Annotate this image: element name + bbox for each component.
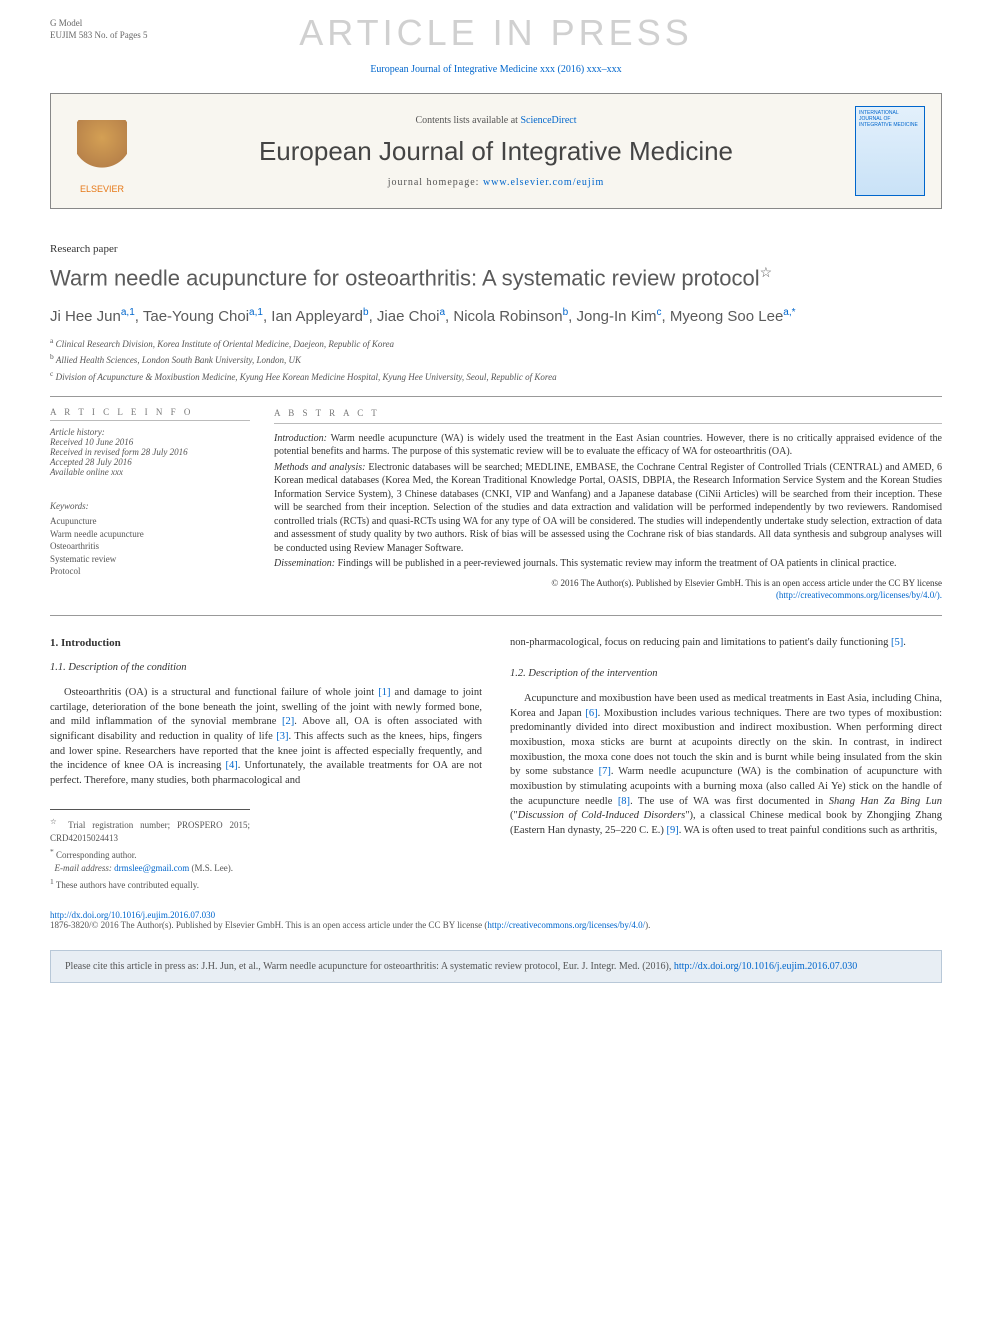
cc-link-footer[interactable]: http://creativecommons.org/licenses/by/4… xyxy=(487,920,645,930)
affiliations: a Clinical Research Division, Korea Inst… xyxy=(50,335,942,398)
footnotes: ☆ Trial registration number; PROSPERO 20… xyxy=(50,809,250,893)
paper-type: Research paper xyxy=(50,243,942,255)
online-date: Available online xxx xyxy=(50,467,250,477)
abstract-methods: Methods and analysis: Electronic databas… xyxy=(274,461,942,556)
article-info-heading: A R T I C L E I N F O xyxy=(50,407,250,421)
title-footnote-star: ☆ xyxy=(760,264,773,280)
keyword: Warm needle acupuncture xyxy=(50,528,250,541)
abstract-heading: A B S T R A C T xyxy=(274,407,942,423)
journal-title: European Journal of Integrative Medicine xyxy=(137,136,855,167)
email-link[interactable]: drmslee@gmail.com xyxy=(114,863,189,873)
abstract-intro: Introduction: Warm needle acupuncture (W… xyxy=(274,432,942,459)
paper-title: Warm needle acupuncture for osteoarthrit… xyxy=(50,263,942,293)
elsevier-logo: ELSEVIER xyxy=(67,109,137,194)
gmodel-pages: EUJIM 583 No. of Pages 5 xyxy=(50,30,148,40)
left-column: 1. Introduction 1.1. Description of the … xyxy=(50,636,482,892)
homepage-link[interactable]: www.elsevier.com/eujim xyxy=(483,177,604,188)
keyword: Protocol xyxy=(50,565,250,578)
journal-header-box: ELSEVIER Contents lists available at Sci… xyxy=(50,93,942,209)
article-info-column: A R T I C L E I N F O Article history: R… xyxy=(50,407,250,600)
section-1-1-heading: 1.1. Description of the condition xyxy=(50,661,482,676)
accepted-date: Accepted 28 July 2016 xyxy=(50,457,250,467)
page: G Model EUJIM 583 No. of Pages 5 ARTICLE… xyxy=(0,0,992,1323)
article-history: Article history: Received 10 June 2016 R… xyxy=(50,427,250,477)
sciencedirect-link[interactable]: ScienceDirect xyxy=(520,115,576,126)
title-text: Warm needle acupuncture for osteoarthrit… xyxy=(50,265,760,290)
corresponding-author: * Corresponding author. xyxy=(50,846,250,863)
received-date: Received 10 June 2016 xyxy=(50,437,250,447)
journal-homepage: journal homepage: www.elsevier.com/eujim xyxy=(137,177,855,188)
trial-registration: ☆ Trial registration number; PROSPERO 20… xyxy=(50,816,250,846)
article-in-press-watermark: ARTICLE IN PRESS xyxy=(299,12,692,54)
cc-license-link[interactable]: (http://creativecommons.org/licenses/by/… xyxy=(776,590,942,600)
cite-doi-link[interactable]: http://dx.doi.org/10.1016/j.eujim.2016.0… xyxy=(674,961,857,972)
contents-line: Contents lists available at ScienceDirec… xyxy=(137,115,855,126)
right-column: non-pharmacological, focus on reducing p… xyxy=(510,636,942,892)
main-text-columns: 1. Introduction 1.1. Description of the … xyxy=(50,636,942,892)
email-line: E-mail address: drmslee@gmail.com (M.S. … xyxy=(50,862,250,876)
authors-list: Ji Hee Juna,1, Tae-Young Choia,1, Ian Ap… xyxy=(50,307,942,325)
journal-center: Contents lists available at ScienceDirec… xyxy=(137,115,855,188)
kw-divider xyxy=(50,491,250,494)
elsevier-text: ELSEVIER xyxy=(80,184,124,194)
abstract-dissemination: Dissemination: Findings will be publishe… xyxy=(274,557,942,571)
history-label: Article history: xyxy=(50,427,250,437)
issn-copyright: 1876-3820/© 2016 The Author(s). Publishe… xyxy=(50,920,487,930)
article-body: Research paper Warm needle acupuncture f… xyxy=(0,219,992,902)
equal-contribution: 1 These authors have contributed equally… xyxy=(50,876,250,893)
section-1-heading: 1. Introduction xyxy=(50,636,482,651)
abstract-column: A B S T R A C T Introduction: Warm needl… xyxy=(274,407,942,600)
doi-block: http://dx.doi.org/10.1016/j.eujim.2016.0… xyxy=(0,902,992,936)
elsevier-tree-icon xyxy=(77,120,127,180)
keywords-label: Keywords: xyxy=(50,500,250,513)
journal-cover-thumbnail: INTERNATIONAL JOURNAL OF INTEGRATIVE MED… xyxy=(855,106,925,196)
affiliation-c: c Division of Acupuncture & Moxibustion … xyxy=(50,368,942,385)
cite-text: Please cite this article in press as: J.… xyxy=(65,961,674,972)
info-abstract-row: A R T I C L E I N F O Article history: R… xyxy=(50,407,942,615)
abstract-copyright: © 2016 The Author(s). Published by Elsev… xyxy=(274,577,942,601)
paragraph-2-continuation: non-pharmacological, focus on reducing p… xyxy=(510,636,942,651)
affiliation-a: a Clinical Research Division, Korea Inst… xyxy=(50,335,942,352)
section-1-2-heading: 1.2. Description of the intervention xyxy=(510,667,942,682)
gmodel-label: G Model xyxy=(50,18,82,28)
paragraph-3: Acupuncture and moxibustion have been us… xyxy=(510,692,942,839)
keywords-block: Keywords: Acupuncture Warm needle acupun… xyxy=(50,500,250,578)
keyword: Osteoarthritis xyxy=(50,540,250,553)
doi-link[interactable]: http://dx.doi.org/10.1016/j.eujim.2016.0… xyxy=(50,910,215,920)
keyword: Systematic review xyxy=(50,553,250,566)
contents-prefix: Contents lists available at xyxy=(415,115,520,126)
homepage-prefix: journal homepage: xyxy=(388,177,483,188)
citation-box: Please cite this article in press as: J.… xyxy=(50,950,942,983)
paragraph-1: Osteoarthritis (OA) is a structural and … xyxy=(50,686,482,789)
revised-date: Received in revised form 28 July 2016 xyxy=(50,447,250,457)
keyword: Acupuncture xyxy=(50,515,250,528)
affiliation-b: b Allied Health Sciences, London South B… xyxy=(50,351,942,368)
